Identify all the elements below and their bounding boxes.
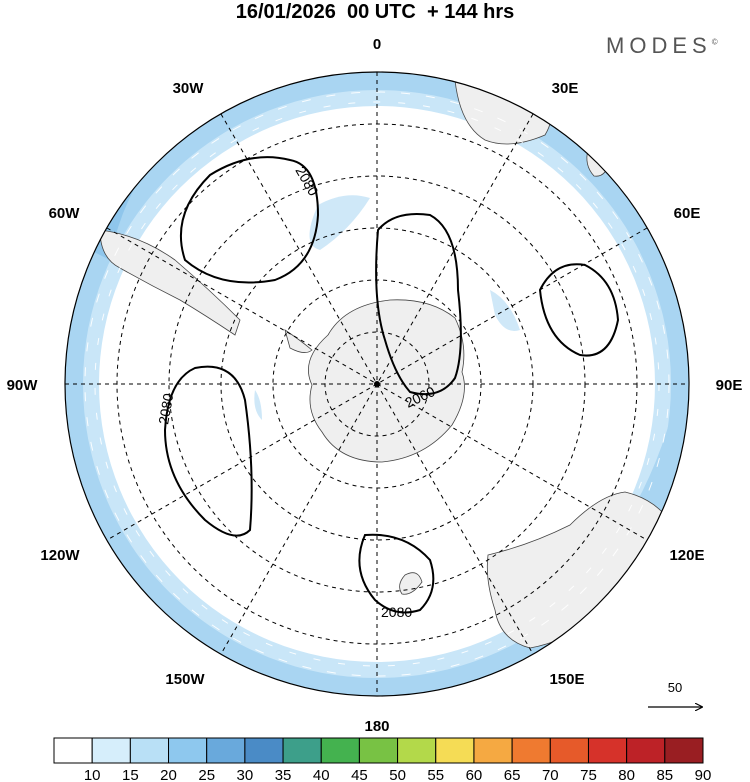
brand-logo: MODES© — [606, 33, 718, 59]
colorbar-swatch — [244, 737, 284, 764]
land-masses — [99, 77, 666, 649]
height-contours — [163, 156, 620, 614]
colorbar-label: 20 — [160, 767, 177, 782]
contour-high-south — [358, 533, 435, 614]
colorbar-label: 90 — [695, 767, 712, 782]
colorbar-swatch — [91, 737, 131, 764]
colorbar-swatch — [358, 737, 399, 764]
lon-label-90e: 90E — [716, 377, 743, 394]
colorbar-swatch — [397, 737, 437, 764]
colorbar-label: 70 — [542, 767, 559, 782]
colorbar-label: 75 — [580, 767, 597, 782]
map-boundary — [64, 71, 690, 697]
colorbar-label: 30 — [237, 767, 254, 782]
colorbar-swatch — [129, 737, 170, 764]
reference-vector-label: 50 — [668, 680, 682, 695]
colorbar-label: 10 — [84, 767, 101, 782]
colorbar-label: 35 — [275, 767, 292, 782]
colorbar-swatch — [282, 737, 322, 764]
colorbar-swatch — [206, 737, 246, 764]
colorbar-label: 65 — [504, 767, 521, 782]
lon-label-90w: 90W — [7, 377, 39, 394]
brand-name: MODES — [606, 33, 712, 58]
colorbar-swatch — [587, 737, 628, 764]
brand-mark: © — [711, 37, 718, 47]
contour-high-southwest — [179, 156, 320, 284]
colorbar-label: 80 — [618, 767, 635, 782]
colorbar-swatch — [435, 737, 475, 764]
colorbar-swatch — [664, 737, 704, 764]
colorbar: 10 15 20 25 30 35 40 45 50 55 60 65 70 75 80 85 90 — [53, 737, 712, 782]
lon-label-120e: 120E — [669, 547, 704, 564]
colorbar-swatch — [473, 737, 513, 764]
contour-label-2: 2080 — [155, 392, 176, 426]
south-pole-marker — [374, 381, 380, 387]
colorbar-swatch — [53, 737, 93, 764]
colorbar-label: 50 — [389, 767, 406, 782]
lon-label-30w: 30W — [173, 80, 205, 97]
lon-label-150w: 150W — [165, 671, 205, 688]
colorbar-swatch — [549, 737, 589, 764]
colorbar-swatch — [320, 737, 360, 764]
contour-low-center — [375, 213, 462, 396]
wind-patch-2 — [490, 290, 520, 331]
contour-label-4: 2080 — [381, 604, 412, 620]
colorbar-label: 15 — [122, 767, 139, 782]
colorbar-swatch — [511, 737, 551, 764]
lon-label-180: 180 — [364, 718, 389, 735]
contour-high-east — [538, 263, 620, 357]
colorbar-label: 85 — [656, 767, 673, 782]
colorbar-label: 45 — [351, 767, 368, 782]
lon-label-0: 0 — [373, 36, 381, 53]
colorbar-label: 55 — [427, 767, 444, 782]
map-title: 16/01/2026 00 UTC + 144 hrs — [235, 1, 515, 23]
lon-label-30e: 30E — [552, 80, 579, 97]
colorbar-label: 25 — [198, 767, 215, 782]
wind-patch-3 — [254, 390, 262, 420]
colorbar-swatch — [168, 737, 208, 764]
colorbar-label: 60 — [466, 767, 483, 782]
lon-label-120w: 120W — [40, 547, 80, 564]
new-zealand — [399, 572, 423, 595]
contour-high-west — [163, 365, 253, 537]
antarctica — [308, 299, 465, 463]
colorbar-swatch — [626, 737, 666, 764]
wind-patch-1 — [309, 195, 370, 250]
lon-label-60w: 60W — [49, 205, 81, 222]
lon-label-60e: 60E — [674, 205, 701, 222]
lon-label-150e: 150E — [549, 671, 584, 688]
colorbar-label: 40 — [313, 767, 330, 782]
